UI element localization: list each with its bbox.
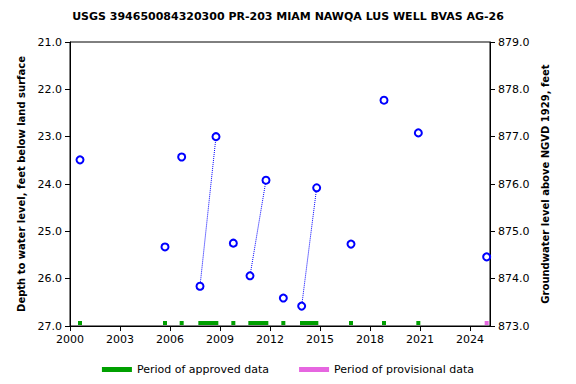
svg-text:USGS 394650084320300 PR-203 MI: USGS 394650084320300 PR-203 MIAM NAWQA L… [72, 10, 504, 23]
svg-text:2003: 2003 [106, 333, 134, 346]
svg-text:2024: 2024 [456, 333, 484, 346]
svg-text:25.0: 25.0 [38, 225, 63, 238]
svg-text:876.0: 876.0 [498, 178, 530, 191]
svg-text:Groundwater level above NGVD 1: Groundwater level above NGVD 1929, feet [540, 64, 551, 303]
svg-text:2015: 2015 [306, 333, 334, 346]
svg-text:Period of approved data: Period of approved data [137, 363, 269, 376]
svg-text:874.0: 874.0 [498, 272, 530, 285]
svg-text:2021: 2021 [406, 333, 434, 346]
svg-text:2009: 2009 [206, 333, 234, 346]
svg-text:21.0: 21.0 [38, 36, 63, 49]
svg-text:873.0: 873.0 [498, 320, 530, 333]
svg-text:878.0: 878.0 [498, 83, 530, 96]
svg-text:27.0: 27.0 [38, 320, 63, 333]
svg-text:22.0: 22.0 [38, 83, 63, 96]
svg-text:24.0: 24.0 [38, 178, 63, 191]
svg-text:2012: 2012 [256, 333, 284, 346]
svg-text:877.0: 877.0 [498, 130, 530, 143]
svg-text:26.0: 26.0 [38, 272, 63, 285]
svg-text:2000: 2000 [56, 333, 84, 346]
svg-text:2006: 2006 [156, 333, 184, 346]
svg-text:879.0: 879.0 [498, 36, 530, 49]
svg-text:875.0: 875.0 [498, 225, 530, 238]
svg-text:23.0: 23.0 [38, 130, 63, 143]
svg-text:2018: 2018 [356, 333, 384, 346]
svg-text:Period of provisional data: Period of provisional data [334, 363, 474, 376]
svg-text:Depth to water level, feet bel: Depth to water level, feet below land su… [16, 56, 27, 312]
